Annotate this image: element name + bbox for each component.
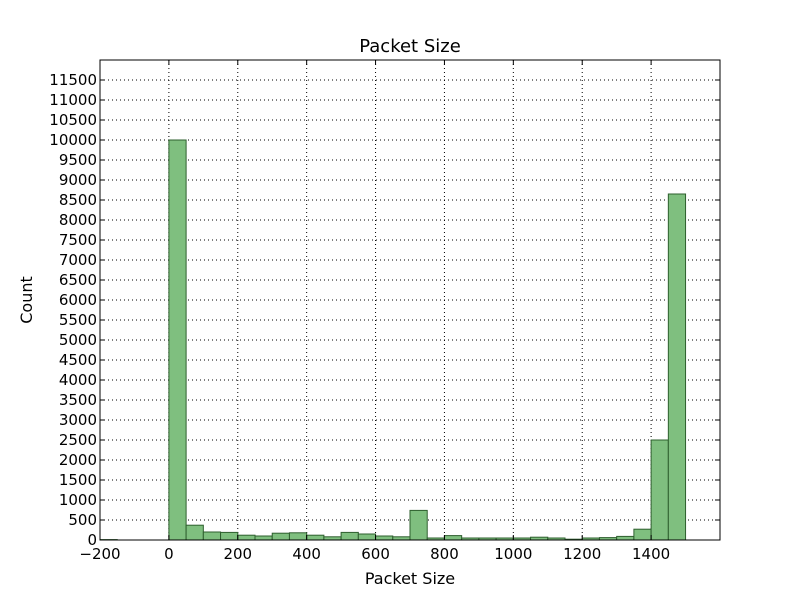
- y-tick-label: 500: [68, 511, 97, 529]
- chart-title: Packet Size: [359, 36, 461, 57]
- histogram-bar: [254, 535, 273, 541]
- y-tick-label: 5000: [59, 331, 97, 349]
- x-tick-label: 1200: [563, 545, 601, 563]
- x-axis-label: Packet Size: [365, 569, 455, 588]
- y-tick-label: 4000: [59, 371, 97, 389]
- x-tick-label: −200: [79, 545, 120, 563]
- y-tick-label: 9500: [59, 151, 97, 169]
- y-tick-label: 9000: [59, 171, 97, 189]
- y-tick-label: 1000: [59, 491, 97, 509]
- histogram-bar: [633, 528, 652, 541]
- x-axis-ticks: −200 0 200 400 600 800 1000 1200 1400: [79, 60, 670, 563]
- histogram-bar: [306, 534, 325, 541]
- histogram-bar: [340, 531, 359, 541]
- y-tick-label: 3500: [59, 391, 97, 409]
- y-tick-label: 7500: [59, 231, 97, 249]
- y-tick-label: 8500: [59, 191, 97, 209]
- histogram-bar: [220, 531, 239, 541]
- y-tick-label: 0: [87, 531, 97, 549]
- histogram-bar: [616, 535, 635, 541]
- histogram-bar: [409, 509, 428, 541]
- x-tick-label: 600: [361, 545, 390, 563]
- y-tick-label: 2500: [59, 431, 97, 449]
- y-tick-label: 11000: [49, 91, 97, 109]
- y-tick-label: 10000: [49, 131, 97, 149]
- histogram-bars: [99, 139, 687, 541]
- histogram-bar: [357, 533, 377, 541]
- histogram-bar: [237, 534, 256, 541]
- y-tick-label: 2000: [59, 451, 97, 469]
- histogram-bar: [650, 439, 669, 541]
- histogram-bar: [168, 139, 187, 541]
- y-tick-label: 10500: [49, 111, 97, 129]
- y-tick-label: 11500: [49, 71, 97, 89]
- x-tick-label: 1400: [632, 545, 670, 563]
- x-tick-label: 0: [164, 545, 174, 563]
- x-tick-label: 800: [430, 545, 459, 563]
- y-tick-label: 6500: [59, 271, 97, 289]
- y-tick-label: 5500: [59, 311, 97, 329]
- grid-lines: [100, 60, 720, 540]
- histogram-bar: [271, 532, 290, 541]
- y-axis-label: Count: [17, 276, 36, 324]
- histogram-bar: [185, 524, 204, 541]
- histogram-bar: [443, 535, 463, 541]
- y-axis-ticks: 0 500 1000 1500 2000 2500 3000 3500 4000 4500 5000…: [49, 71, 720, 549]
- histogram-bar: [667, 193, 687, 541]
- histogram-bar: [288, 532, 308, 541]
- histogram-bar: [375, 535, 394, 541]
- histogram-bar: [202, 531, 222, 541]
- y-tick-label: 6000: [59, 291, 97, 309]
- x-tick-label: 400: [292, 545, 321, 563]
- y-tick-label: 4500: [59, 351, 97, 369]
- y-tick-label: 7000: [59, 251, 97, 269]
- y-tick-label: 1500: [59, 471, 97, 489]
- x-tick-label: 200: [223, 545, 252, 563]
- y-tick-label: 3000: [59, 411, 97, 429]
- y-tick-label: 8000: [59, 211, 97, 229]
- x-tick-label: 1000: [494, 545, 532, 563]
